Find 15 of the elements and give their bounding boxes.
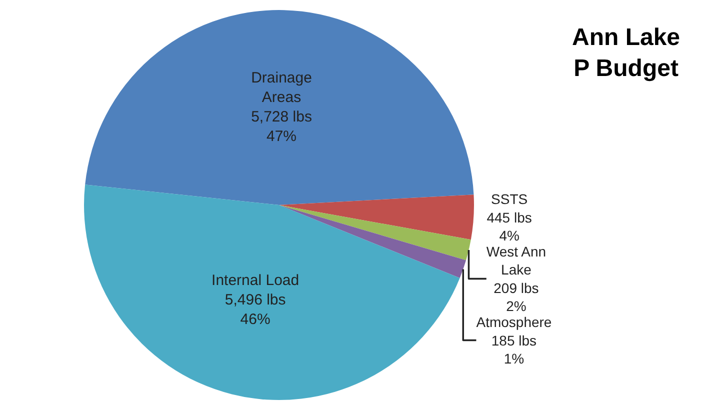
data-label: 445 lbs 4% bbox=[486, 209, 532, 244]
data-label: 185 lbs 1% bbox=[491, 332, 537, 366]
pie-slice bbox=[279, 205, 471, 260]
slice-label: Internal Load bbox=[212, 272, 300, 290]
pie-slice bbox=[85, 10, 474, 205]
data-label: 5,496 lbs 46% bbox=[224, 292, 286, 328]
data-label: 5,728 lbs 47% bbox=[251, 108, 312, 146]
data-label: 209 lbs 2% bbox=[494, 280, 539, 314]
slice-label: Drainage Areas bbox=[251, 70, 312, 106]
text: Ann Lake P Budget bbox=[572, 24, 680, 82]
slice-label: West Ann Lake bbox=[486, 243, 546, 278]
pie-slice bbox=[84, 184, 460, 400]
slice-label: Atmosphere bbox=[476, 314, 552, 330]
slice-label: SSTS bbox=[491, 191, 528, 208]
pie-slice bbox=[279, 194, 474, 240]
